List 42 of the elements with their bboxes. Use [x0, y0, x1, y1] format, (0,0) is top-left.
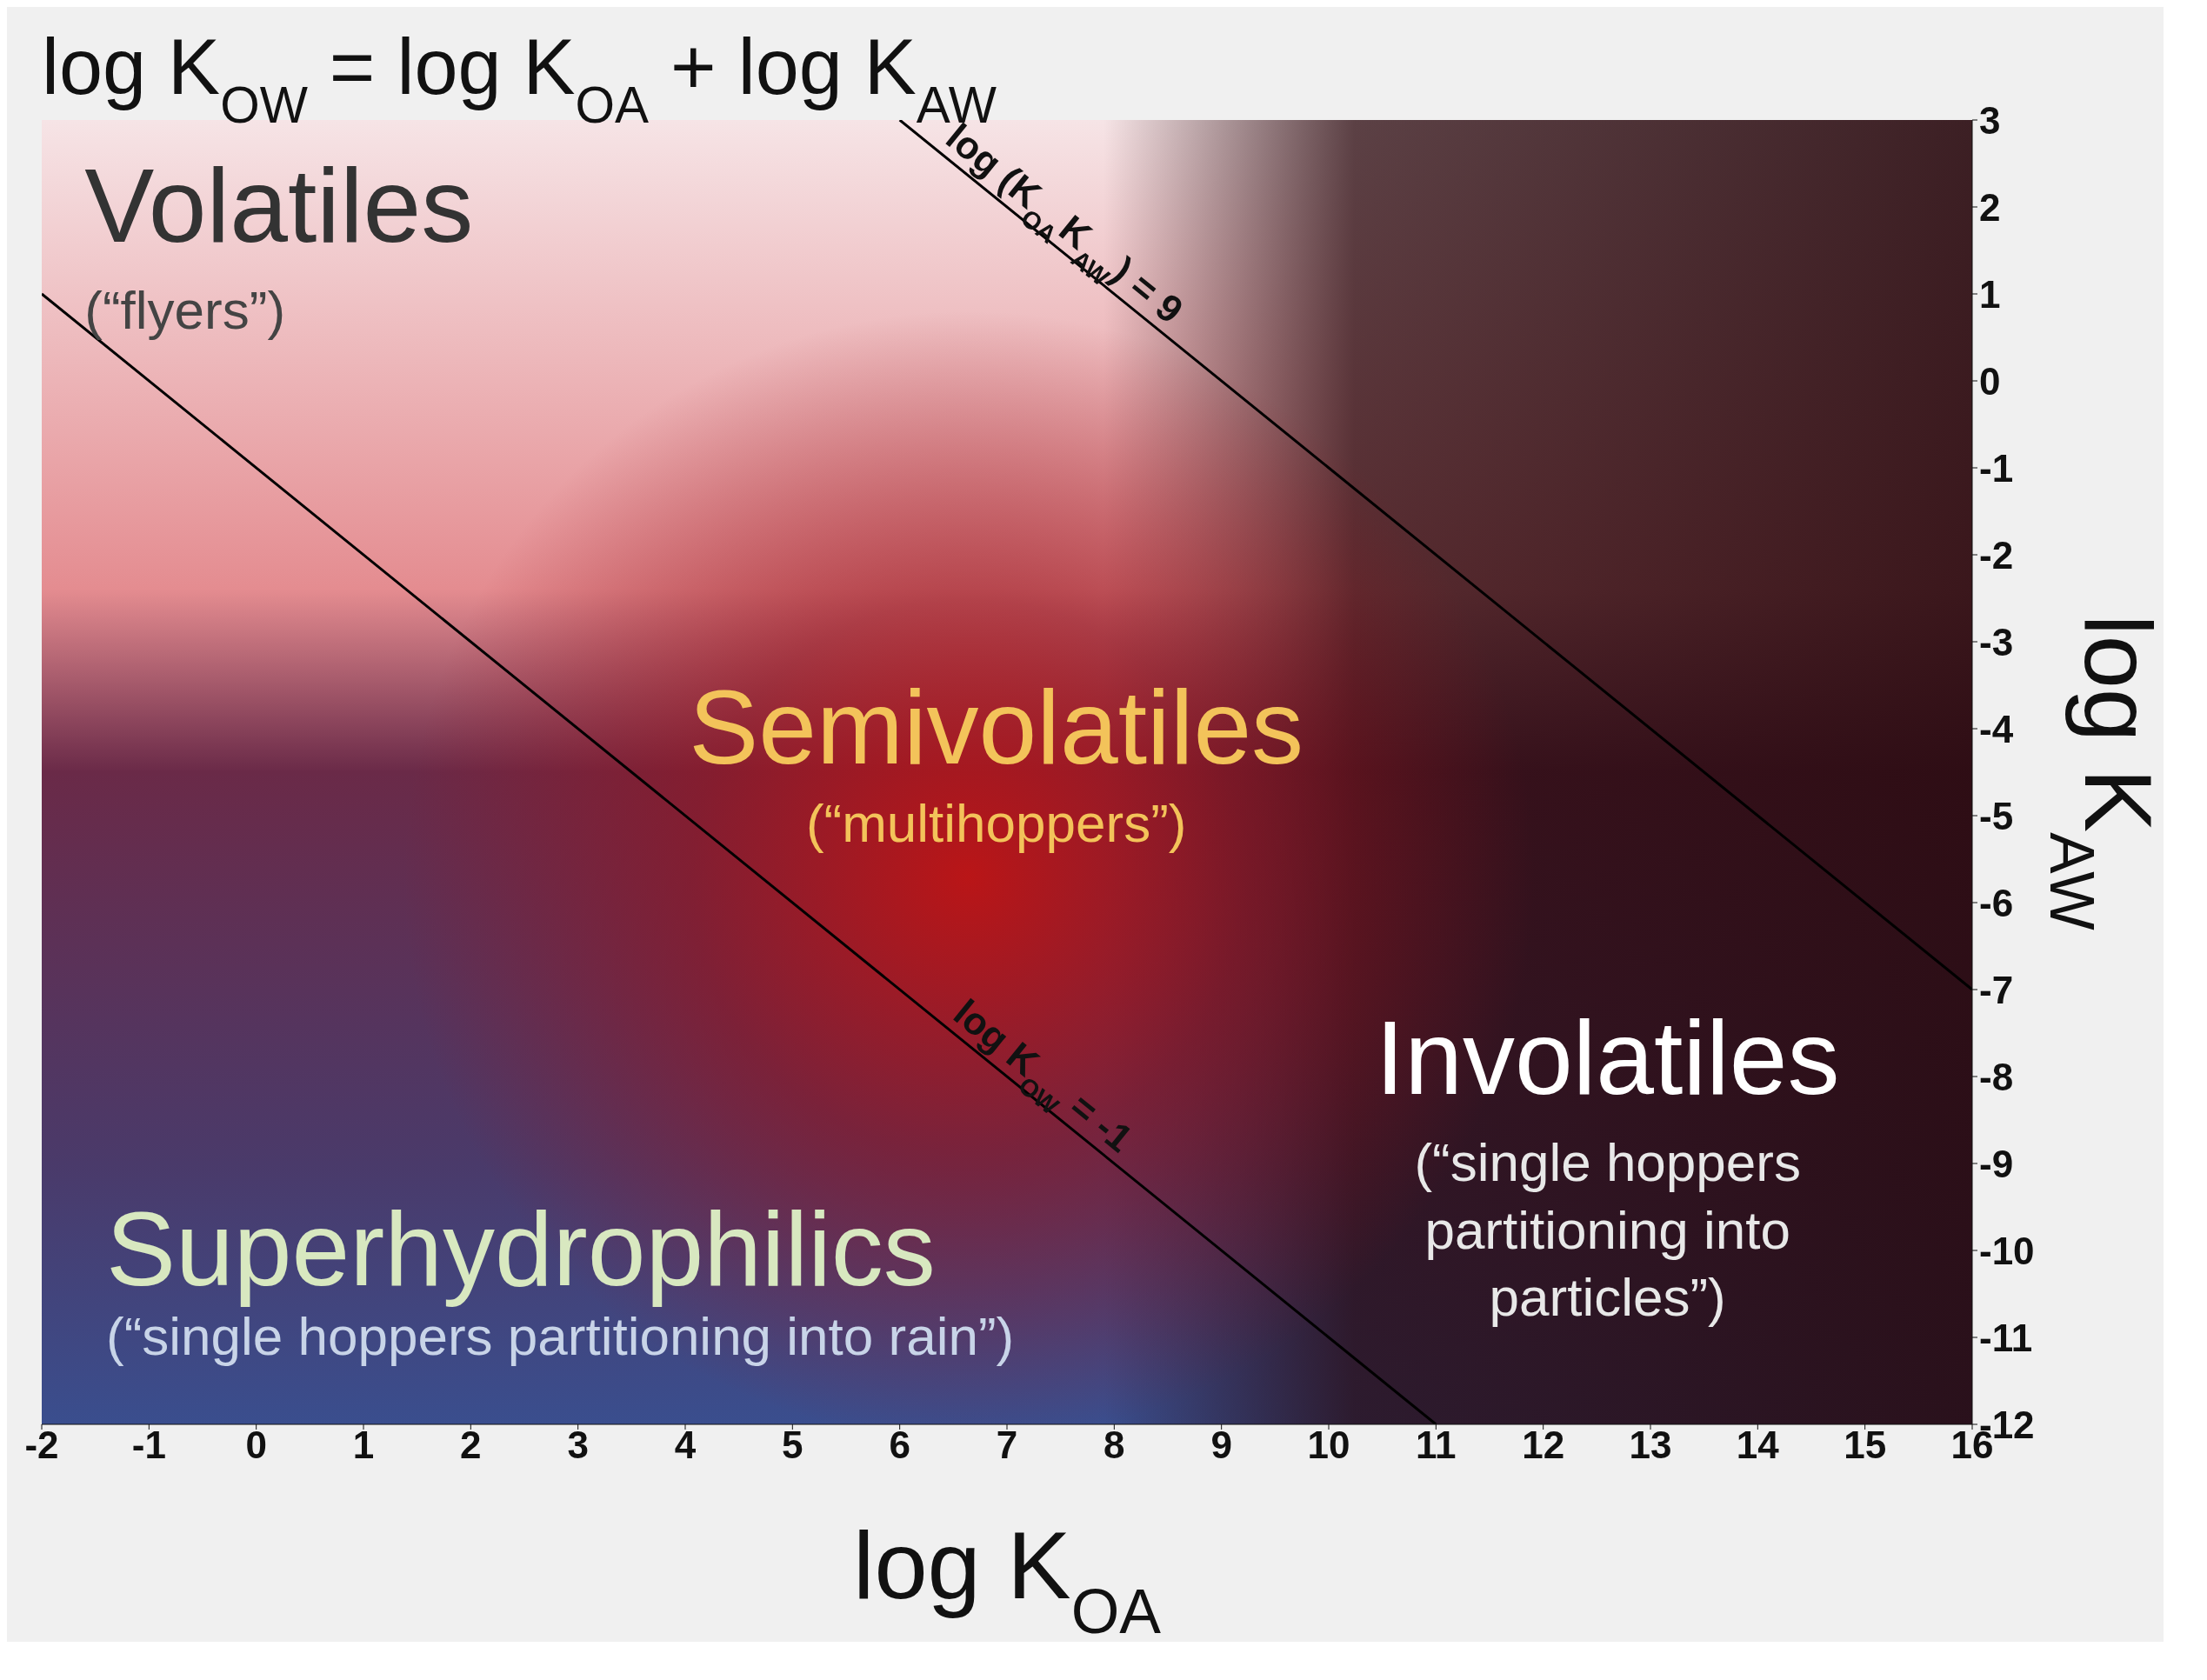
- annotation: (“multihoppers”): [805, 793, 1187, 853]
- x-tick-label: 4: [674, 1423, 697, 1467]
- y-tick-label: -9: [1979, 1142, 2014, 1185]
- x-tick-label: 15: [1844, 1423, 1887, 1467]
- x-tick-label: 0: [245, 1423, 267, 1467]
- x-tick-label: 9: [1210, 1423, 1232, 1467]
- y-tick-label: 2: [1979, 185, 2001, 229]
- annotation: Volatiles: [84, 147, 474, 263]
- x-tick-label: -2: [24, 1423, 59, 1467]
- y-tick-label: -7: [1979, 968, 2014, 1011]
- annotation: (“flyers”): [84, 280, 286, 340]
- x-tick-label: 2: [460, 1423, 482, 1467]
- y-tick-label: -4: [1979, 707, 2014, 750]
- y-tick-label: 3: [1979, 98, 2001, 142]
- x-tick-label: -1: [131, 1423, 166, 1467]
- y-tick-label: -1: [1979, 446, 2014, 490]
- y-tick-label: -8: [1979, 1055, 2014, 1098]
- annotation: (“single hoppers partitioning into particles”): [1414, 1132, 1801, 1327]
- y-tick-label: -3: [1979, 620, 2014, 663]
- x-tick-label: 7: [996, 1423, 1018, 1467]
- x-tick-label: 10: [1307, 1423, 1350, 1467]
- y-tick-label: -2: [1979, 533, 2014, 577]
- y-tick-label: -6: [1979, 881, 2014, 924]
- x-tick-label: 5: [782, 1423, 803, 1467]
- x-tick-label: 3: [567, 1423, 589, 1467]
- y-tick-label: -10: [1979, 1229, 2035, 1272]
- y-tick-label: -11: [1979, 1316, 2033, 1359]
- x-tick-label: 6: [889, 1423, 910, 1467]
- x-tick-label: 1: [352, 1423, 375, 1467]
- x-tick-label: 13: [1629, 1423, 1672, 1467]
- y-tick-label: -5: [1979, 794, 2014, 837]
- annotation: (“single hoppers partitioning into rain”): [106, 1306, 1015, 1366]
- annotation: Involatiles: [1375, 999, 1840, 1116]
- annotation: Superhydrophilics: [106, 1190, 936, 1307]
- annotation: Semivolatiles: [689, 669, 1304, 785]
- x-axis-title: log K$_{OA}$: [852, 1511, 1162, 1646]
- x-tick-label: 12: [1522, 1423, 1565, 1467]
- y-tick-label: 0: [1979, 359, 2001, 403]
- x-tick-label: 14: [1736, 1423, 1780, 1467]
- y-tick-label: 1: [1979, 272, 2001, 316]
- x-tick-label: 11: [1416, 1423, 1457, 1467]
- x-tick-label: 8: [1104, 1423, 1125, 1467]
